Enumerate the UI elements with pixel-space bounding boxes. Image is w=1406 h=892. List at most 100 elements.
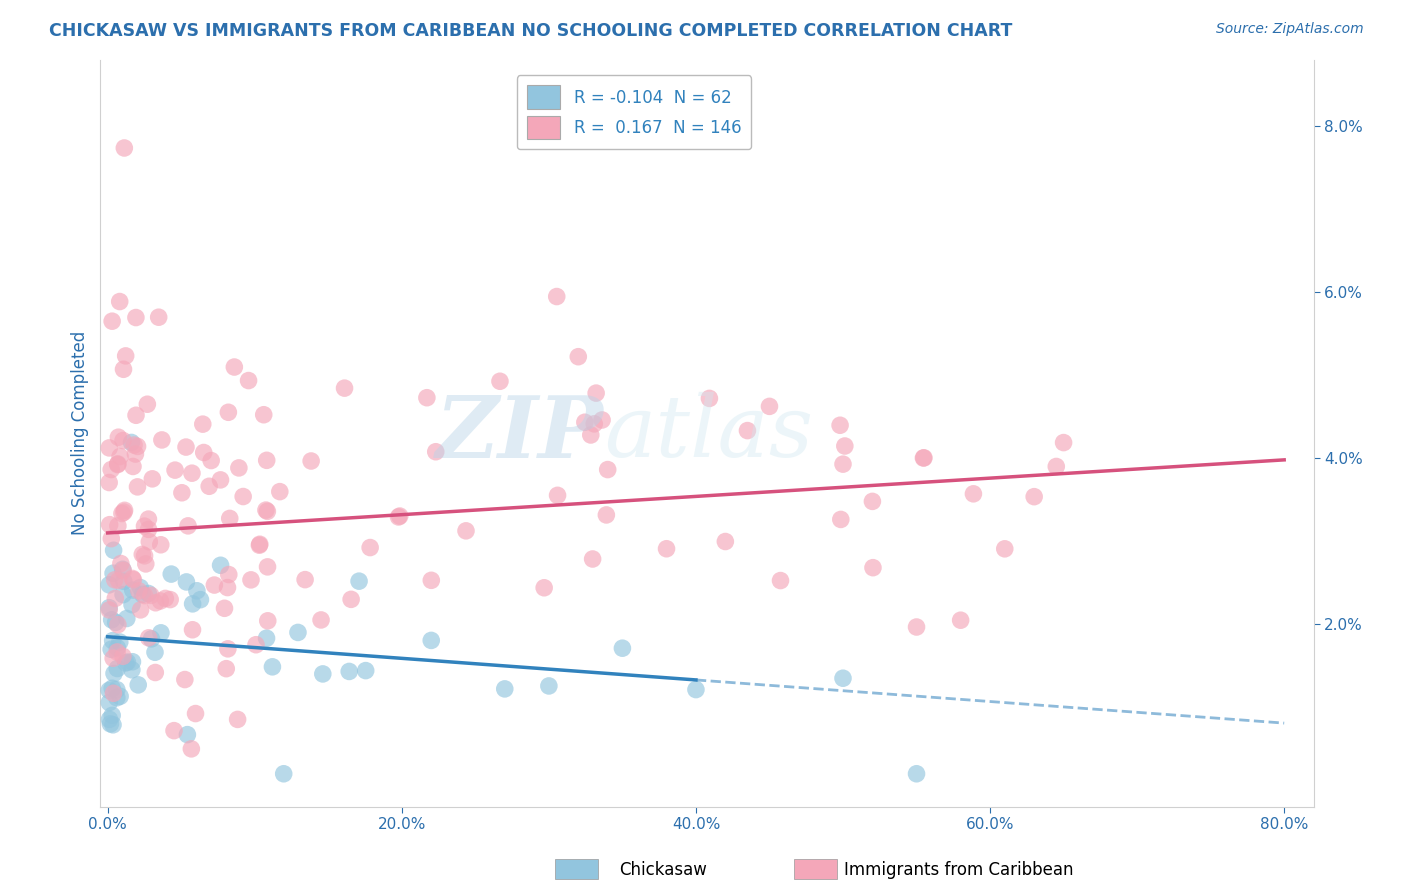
Point [215, 662, 238, 676]
Point [117, 655, 139, 669]
Point [177, 519, 200, 533]
Point [129, 603, 152, 617]
Point [1052, 435, 1074, 450]
Point [262, 660, 284, 674]
Point [340, 592, 363, 607]
Point [134, 589, 156, 603]
Point [454, 524, 477, 538]
Point [141, 472, 163, 486]
Point [98, 683, 121, 698]
Point [218, 567, 240, 582]
Point [737, 424, 759, 438]
Point [100, 462, 122, 476]
Point [160, 567, 183, 582]
Point [108, 450, 131, 464]
Point [333, 381, 356, 395]
Point [122, 438, 145, 452]
Point [537, 679, 560, 693]
Point [125, 409, 148, 423]
Point [100, 613, 122, 627]
Point [121, 663, 143, 677]
Point [828, 418, 851, 433]
Point [174, 440, 197, 454]
Point [125, 310, 148, 325]
Point [256, 504, 278, 518]
Point [420, 633, 443, 648]
Text: Source: ZipAtlas.com: Source: ZipAtlas.com [1216, 22, 1364, 37]
Point [256, 614, 278, 628]
Point [994, 541, 1017, 556]
Point [98, 600, 121, 615]
Point [105, 682, 128, 697]
Point [489, 374, 512, 388]
Point [200, 453, 222, 467]
Point [655, 541, 678, 556]
Point [107, 458, 129, 472]
Point [269, 484, 291, 499]
Point [138, 631, 160, 645]
Point [1024, 490, 1046, 504]
Point [112, 362, 135, 376]
Point [860, 494, 883, 508]
Point [217, 405, 239, 419]
Point [101, 314, 124, 328]
Point [122, 573, 145, 587]
Point [107, 430, 129, 444]
Point [112, 505, 135, 519]
Point [202, 578, 225, 592]
Point [98, 712, 121, 726]
Point [862, 560, 884, 574]
Point [191, 417, 214, 432]
Point [912, 450, 935, 465]
Point [103, 543, 125, 558]
Point [134, 549, 156, 563]
Point [224, 359, 246, 374]
Point [138, 522, 160, 536]
Point [159, 592, 181, 607]
Point [136, 397, 159, 411]
Text: ZIP: ZIP [436, 392, 603, 475]
Point [112, 434, 135, 448]
Point [214, 601, 236, 615]
Point [273, 766, 295, 780]
Point [579, 428, 602, 442]
Point [101, 681, 124, 696]
Point [114, 349, 136, 363]
Point [122, 459, 145, 474]
Point [129, 581, 152, 595]
Point [143, 665, 166, 680]
Point [1045, 459, 1067, 474]
Text: Immigrants from Caribbean: Immigrants from Caribbean [844, 861, 1073, 879]
Point [181, 597, 204, 611]
Point [101, 718, 124, 732]
Point [387, 510, 409, 524]
Point [176, 728, 198, 742]
Point [149, 538, 172, 552]
Point [107, 617, 129, 632]
Point [98, 517, 121, 532]
Point [141, 632, 163, 646]
Point [256, 631, 278, 645]
Point [103, 686, 125, 700]
Point [905, 620, 928, 634]
Point [337, 665, 360, 679]
Point [121, 598, 143, 612]
Point [494, 681, 516, 696]
Point [112, 574, 135, 589]
Point [98, 603, 121, 617]
Point [103, 666, 125, 681]
Point [184, 706, 207, 721]
Point [420, 574, 443, 588]
Point [121, 583, 143, 598]
Point [217, 641, 239, 656]
Point [583, 417, 606, 431]
Point [121, 655, 143, 669]
Point [101, 708, 124, 723]
Point [581, 552, 603, 566]
Point [181, 466, 204, 480]
Point [104, 591, 127, 606]
Point [98, 578, 121, 592]
Point [112, 141, 135, 155]
Point [546, 289, 568, 303]
Point [226, 713, 249, 727]
